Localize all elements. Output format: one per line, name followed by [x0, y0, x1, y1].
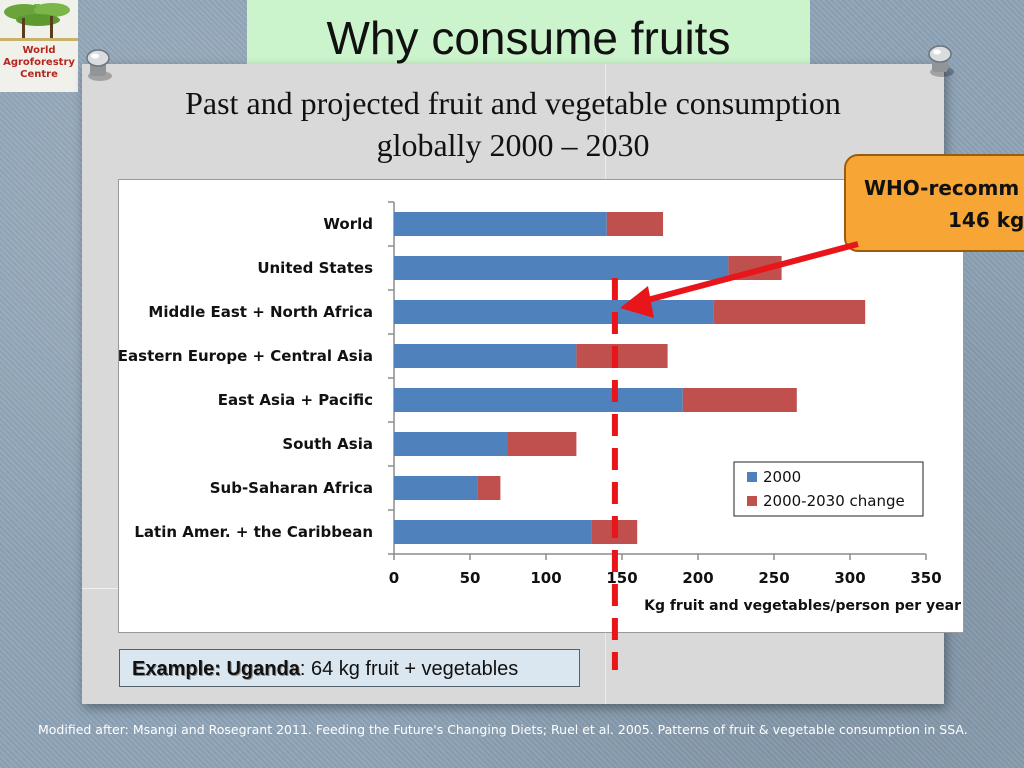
subtitle-line-1: Past and projected fruit and vegetable c… — [185, 85, 841, 121]
callout-line-1: WHO-recomm — [864, 176, 1020, 200]
legend-swatch — [747, 472, 757, 482]
x-tick-label: 200 — [682, 569, 713, 587]
bar-2000 — [394, 300, 714, 324]
legend-swatch — [747, 496, 757, 506]
bar-change — [508, 432, 577, 456]
board-divider-horizontal — [82, 588, 118, 589]
category-label: Middle East + North Africa — [148, 303, 373, 321]
x-tick-label: 350 — [910, 569, 941, 587]
x-tick-label: 100 — [530, 569, 561, 587]
bar-2000 — [394, 388, 683, 412]
bar-2000 — [394, 212, 607, 236]
callout-line-2: 146 kg — [948, 208, 1024, 232]
title-box: Why consume fruits — [247, 0, 810, 72]
chart-subtitle: Past and projected fruit and vegetable c… — [100, 82, 926, 166]
bar-2000 — [394, 432, 508, 456]
example-uganda-box: Example: Uganda: 64 kg fruit + vegetable… — [119, 649, 580, 687]
logo-text-line2: Agroforestry — [3, 57, 75, 68]
x-tick-label: 50 — [460, 569, 481, 587]
category-label: Eastern Europe + Central Asia — [119, 347, 373, 365]
x-tick-label: 250 — [758, 569, 789, 587]
x-tick-label: 0 — [389, 569, 399, 587]
bar-change — [728, 256, 782, 280]
bar-2000 — [394, 344, 577, 368]
bar-change — [591, 520, 638, 544]
x-tick-label: 150 — [606, 569, 637, 587]
chart-frame: World United States Middle East + North Af… — [118, 179, 964, 633]
logo-text-line3: Centre — [20, 69, 58, 80]
pushpin-icon-left — [78, 46, 118, 86]
subtitle-line-2: globally 2000 – 2030 — [376, 127, 650, 163]
bar-change — [682, 388, 797, 412]
slide-title: Why consume fruits — [326, 12, 731, 64]
x-tick-label: 300 — [834, 569, 865, 587]
legend-box — [733, 461, 924, 517]
legend-label: 2000 — [763, 468, 801, 486]
world-agroforestry-logo: World Agroforestry Centre — [0, 0, 78, 92]
logo-text-line1: World — [22, 45, 55, 56]
category-label: Latin Amer. + the Caribbean — [134, 523, 373, 541]
category-label: World — [323, 215, 373, 233]
category-label: United States — [257, 259, 373, 277]
legend-label: 2000-2030 change — [763, 492, 905, 510]
bar-change — [576, 344, 668, 368]
pushpin-icon-right — [920, 42, 960, 82]
bar-change — [477, 476, 501, 500]
x-axis-title: Kg fruit and vegetables/person per year — [644, 598, 961, 614]
bar-chart: World United States Middle East + North Af… — [119, 201, 961, 614]
category-label: South Asia — [282, 435, 373, 453]
bar-change — [606, 212, 664, 236]
category-label: East Asia + Pacific — [218, 391, 373, 409]
bar-2000 — [394, 520, 592, 544]
category-label: Sub-Saharan Africa — [210, 479, 373, 497]
who-callout-box: WHO-recomm 146 kg — [844, 154, 1024, 252]
example-text: : 64 kg fruit + vegetables — [299, 658, 519, 680]
bar-change — [713, 300, 866, 324]
bar-2000 — [394, 476, 478, 500]
source-footnote: Modified after: Msangi and Rosegrant 201… — [38, 722, 968, 737]
example-label: Example: Uganda — [132, 658, 300, 680]
bar-2000 — [394, 256, 729, 280]
